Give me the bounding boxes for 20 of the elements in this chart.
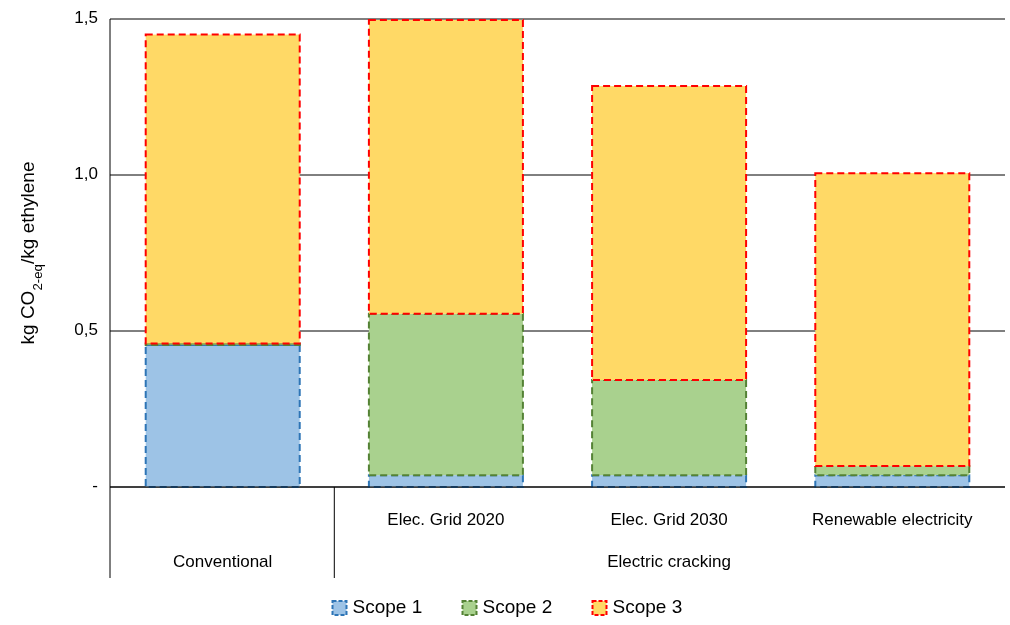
y-tick-label: - [92,476,98,496]
bar [591,378,748,477]
bar [367,18,524,315]
legend-label: Scope 3 [612,596,683,618]
y-tick-label: 0,5 [74,320,98,340]
y-tick-label: 1,0 [74,164,98,184]
bar [144,344,301,488]
bar [367,312,524,477]
bar [814,172,971,468]
legend-label: Scope 1 [352,596,423,618]
bar [814,465,971,477]
bar [591,85,748,381]
x-tick-label: Elec. Grid 2030 [610,510,728,530]
legend-label: Scope 2 [482,596,553,618]
x-tick-label: Renewable electricity [811,510,974,530]
y-tick-label: 1,5 [74,8,98,28]
text: Conventional [173,552,273,572]
bar [144,33,301,345]
x-tick-label: Elec. Grid 2020 [387,510,505,530]
text: Electric cracking [607,552,731,572]
